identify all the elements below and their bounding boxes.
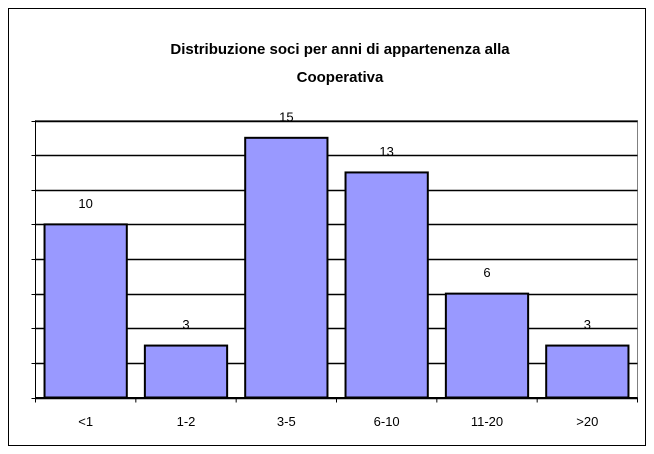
bar [244, 136, 329, 399]
data-label: 15 [279, 109, 293, 124]
bar [344, 171, 429, 399]
bar [545, 344, 630, 399]
x-tick-label: <1 [78, 414, 93, 429]
data-label: 6 [483, 265, 490, 280]
data-label: 10 [78, 196, 92, 211]
data-label: 13 [379, 144, 393, 159]
x-tick-label: 6-10 [374, 414, 400, 429]
data-label: 3 [584, 317, 591, 332]
chart-title: Distribuzione soci per anni di appartene… [170, 41, 510, 86]
x-tick-label: 11-20 [471, 414, 503, 429]
x-tick-label: >20 [576, 414, 598, 429]
bar [444, 292, 530, 399]
bar [143, 344, 229, 399]
data-label: 3 [182, 317, 189, 332]
x-tick-label: 1-2 [177, 414, 196, 429]
bar [43, 223, 128, 399]
x-tick-label: 3-5 [277, 414, 296, 429]
